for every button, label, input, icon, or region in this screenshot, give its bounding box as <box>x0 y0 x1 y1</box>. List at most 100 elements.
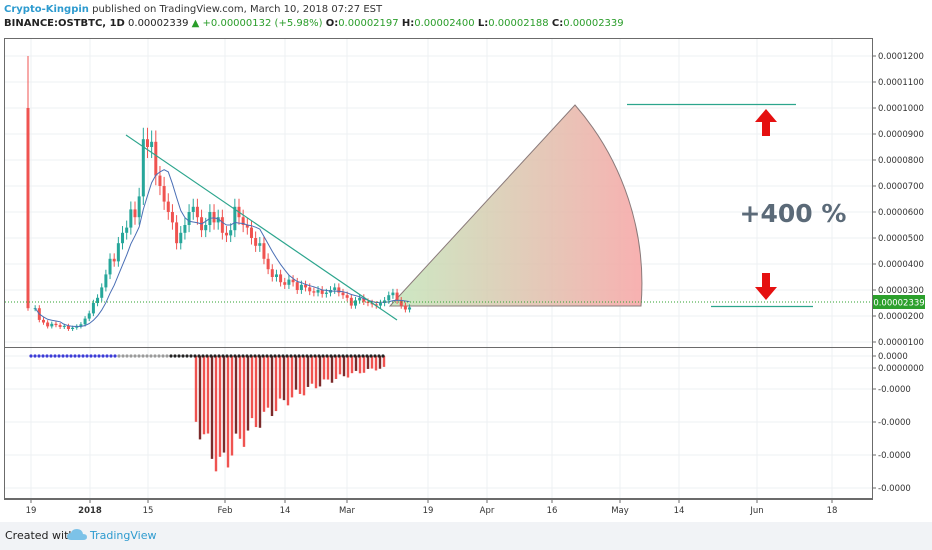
candle[interactable] <box>125 227 129 233</box>
candle[interactable] <box>358 297 362 301</box>
candle[interactable] <box>295 282 299 290</box>
projection-sector[interactable] <box>388 104 643 307</box>
trendline[interactable] <box>125 134 398 321</box>
candle[interactable] <box>62 325 66 327</box>
candle[interactable] <box>254 238 258 246</box>
candle[interactable] <box>333 287 337 290</box>
osc-bar[interactable] <box>310 356 314 384</box>
candle[interactable] <box>408 307 412 310</box>
osc-bar[interactable] <box>218 356 222 457</box>
osc-bar[interactable] <box>286 356 290 406</box>
osc-bar[interactable] <box>342 356 346 377</box>
osc-bar[interactable] <box>274 356 278 412</box>
candle[interactable] <box>195 206 199 218</box>
chart-canvas[interactable]: 0.0001200 0.0001100 0.0001000 0.0000900 0.00… <box>0 0 932 522</box>
osc-bar[interactable] <box>358 356 362 374</box>
candle[interactable] <box>187 212 191 225</box>
candle[interactable] <box>349 297 353 306</box>
candle[interactable] <box>216 217 220 223</box>
candle[interactable] <box>116 243 120 262</box>
candle[interactable] <box>96 297 100 303</box>
candle[interactable] <box>245 225 249 228</box>
osc-bar[interactable] <box>298 356 302 394</box>
osc-bar[interactable] <box>202 356 206 435</box>
candle[interactable] <box>233 206 237 231</box>
candle[interactable] <box>362 297 366 302</box>
osc-bar[interactable] <box>362 356 366 373</box>
osc-bar[interactable] <box>326 356 330 380</box>
oscillator-pane[interactable] <box>4 347 873 499</box>
candle[interactable] <box>212 212 216 223</box>
osc-bar[interactable] <box>282 356 286 401</box>
candle[interactable] <box>337 287 341 293</box>
candle[interactable] <box>279 274 283 283</box>
candle[interactable] <box>229 230 233 236</box>
candle[interactable] <box>383 300 387 303</box>
candle[interactable] <box>304 284 308 288</box>
osc-bar[interactable] <box>354 356 358 371</box>
oscillator-axis[interactable]: 0.0000 -0.0000 -0.0000 -0.0000 -0.0000 <box>872 352 911 494</box>
candle[interactable] <box>241 217 245 225</box>
candle[interactable] <box>316 290 320 293</box>
candle[interactable] <box>166 201 170 212</box>
osc-bar[interactable] <box>230 356 234 456</box>
candle[interactable] <box>266 258 270 270</box>
candle[interactable] <box>104 274 108 288</box>
candle[interactable] <box>108 258 112 275</box>
candle[interactable] <box>75 326 79 328</box>
candle[interactable] <box>262 243 266 259</box>
author-name[interactable]: Crypto-Kingpin <box>4 4 89 15</box>
oscillator-histogram[interactable] <box>194 356 386 472</box>
osc-bar[interactable] <box>382 356 386 367</box>
candle[interactable] <box>341 292 345 296</box>
candle[interactable] <box>46 322 50 327</box>
candle[interactable] <box>324 292 328 294</box>
candle[interactable] <box>320 290 324 294</box>
osc-bar[interactable] <box>370 356 374 369</box>
candle[interactable] <box>274 274 278 277</box>
candle[interactable] <box>129 209 133 228</box>
candle[interactable] <box>100 287 104 298</box>
candle[interactable] <box>58 325 62 327</box>
osc-bar[interactable] <box>346 356 350 378</box>
candle[interactable] <box>71 327 75 329</box>
osc-bar[interactable] <box>330 356 334 383</box>
candle[interactable] <box>183 225 187 233</box>
candle[interactable] <box>312 291 316 293</box>
osc-bar[interactable] <box>266 356 270 408</box>
candle[interactable] <box>91 303 95 314</box>
tradingview-logo[interactable]: TradingView <box>67 526 156 544</box>
candle[interactable] <box>283 282 287 285</box>
candle[interactable] <box>170 212 174 223</box>
candle[interactable] <box>249 227 253 238</box>
candle[interactable] <box>41 319 45 323</box>
candle[interactable] <box>175 222 179 244</box>
osc-bar[interactable] <box>206 356 210 434</box>
candle[interactable] <box>179 232 183 244</box>
osc-bar[interactable] <box>338 356 342 375</box>
osc-bar[interactable] <box>378 356 382 369</box>
osc-bar[interactable] <box>322 356 326 380</box>
candle[interactable] <box>137 196 141 218</box>
candle[interactable] <box>66 325 70 329</box>
candle[interactable] <box>374 304 378 306</box>
candle[interactable] <box>26 108 30 309</box>
candle[interactable] <box>399 300 403 306</box>
osc-bar[interactable] <box>366 356 370 369</box>
osc-bar[interactable] <box>262 356 266 412</box>
osc-bar[interactable] <box>242 356 246 447</box>
osc-bar[interactable] <box>210 356 214 459</box>
osc-bar[interactable] <box>226 356 230 468</box>
osc-bar[interactable] <box>306 356 310 387</box>
candle[interactable] <box>258 243 262 246</box>
candle[interactable] <box>366 301 370 303</box>
osc-bar[interactable] <box>234 356 238 434</box>
candle[interactable] <box>204 225 208 231</box>
candle[interactable] <box>403 305 407 310</box>
osc-bar[interactable] <box>222 356 226 453</box>
candle[interactable] <box>87 313 91 319</box>
candle[interactable] <box>378 303 382 306</box>
candle[interactable] <box>345 295 349 298</box>
osc-bar[interactable] <box>374 356 378 371</box>
candle[interactable] <box>54 323 58 326</box>
